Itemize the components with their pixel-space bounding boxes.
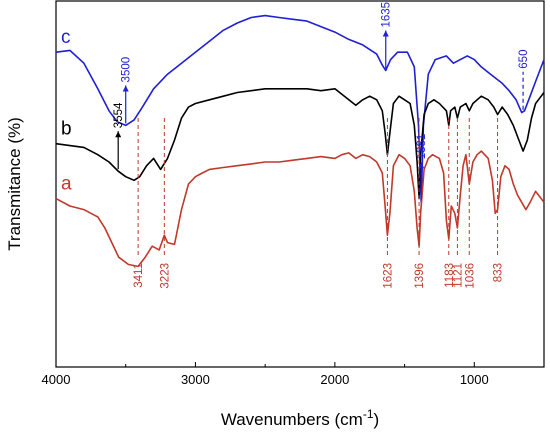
- curve-labels: c b a: [61, 27, 72, 194]
- peak-label: 1396: [414, 263, 426, 289]
- series-layer: [55, 14, 545, 268]
- curve-label-a: a: [61, 174, 72, 195]
- x-axis-title-sup: -1: [363, 407, 374, 421]
- curve-label-b: b: [61, 119, 72, 140]
- series-line-a: [55, 150, 545, 268]
- x-tick-label: 2000: [320, 372, 349, 387]
- peak-annotation-1183: 1183: [444, 118, 456, 288]
- peak-label: 3500: [121, 57, 133, 83]
- peak-annotation-3411: 3411: [133, 118, 145, 288]
- x-tick-label: 1000: [460, 372, 489, 387]
- peak-annotation-3223: 3223: [159, 118, 171, 289]
- x-axis-title-main: Wavenumbers (cm: [221, 410, 363, 429]
- peak-label: 3554: [113, 102, 125, 128]
- peak-label: 650: [518, 50, 530, 69]
- peak-annotation-1623: 1623: [382, 118, 394, 289]
- peak-label: 1623: [382, 263, 394, 289]
- peak-annotation-1635: 1635: [381, 2, 393, 69]
- peak-annotation-1396: 1396: [414, 118, 426, 289]
- plot-frame: [55, 0, 545, 368]
- peak-annotation-650: 650: [518, 50, 530, 110]
- peak-label: 1183: [444, 263, 456, 288]
- peak-annotation-3500: 3500: [121, 57, 133, 124]
- peak-annotation-833: 833: [493, 118, 505, 282]
- x-tick-label: 4000: [42, 372, 71, 387]
- peak-label: 1121: [452, 263, 464, 288]
- peak-label: 1635: [381, 2, 393, 28]
- peak-label: 1036: [464, 263, 476, 289]
- peak-annotation-3554: 3554: [113, 102, 125, 170]
- peak-label: 3411: [133, 263, 145, 288]
- peak-arrow-head: [115, 131, 122, 138]
- peak-annotation-1036: 1036: [464, 118, 476, 289]
- peak-arrow-head: [418, 162, 425, 169]
- series-line-c: [55, 14, 545, 204]
- curve-label-c: c: [61, 27, 71, 48]
- peak-annotation-1121: 1121: [452, 118, 464, 288]
- peak-label: 833: [493, 263, 505, 282]
- x-axis-title: Wavenumbers (cm-1): [221, 407, 379, 429]
- x-axis-title-close: ): [374, 410, 380, 429]
- x-axis-ticks: 4000 3000 2000 1000: [42, 362, 545, 387]
- series-line-b: [55, 88, 545, 200]
- y-axis-title: Transmitance (%): [5, 117, 24, 251]
- peak-arrow-head: [122, 85, 129, 92]
- x-tick-label: 3000: [181, 372, 210, 387]
- peak-label: 1381: [416, 134, 428, 160]
- peak-label: 3223: [159, 263, 171, 289]
- peak-arrow-head: [382, 30, 389, 37]
